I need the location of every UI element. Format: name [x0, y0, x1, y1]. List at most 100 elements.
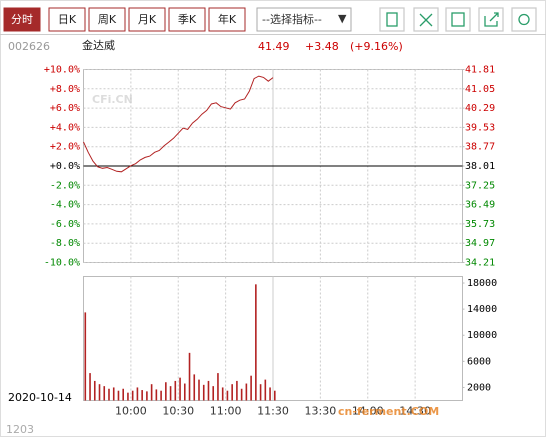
volume-bar	[183, 383, 186, 401]
indicator-dropdown[interactable]	[256, 7, 352, 32]
tab[interactable]	[3, 7, 41, 32]
tab[interactable]	[128, 7, 166, 32]
volume-bar	[264, 379, 267, 401]
volume-bar	[207, 380, 210, 401]
y-tick-label: 18000	[467, 278, 497, 289]
volume-bar	[221, 387, 224, 401]
volume-bar	[160, 390, 162, 401]
icon-button[interactable]	[478, 7, 504, 32]
volume-bar	[250, 375, 252, 401]
volume-bar	[108, 388, 110, 401]
watermark: CFi.CN	[92, 93, 133, 106]
y-tick-label: +0.0%	[50, 161, 80, 172]
y-tick-label: -2.0%	[50, 180, 80, 191]
x-tick-label: 11:00	[210, 405, 242, 418]
volume-bar	[155, 389, 158, 401]
icon-button[interactable]	[445, 7, 471, 32]
volume-bar	[122, 388, 124, 401]
volume-bar	[127, 392, 129, 401]
dropdown-arrow: ▼	[338, 12, 347, 25]
x-tick-label: 10:00	[115, 405, 147, 418]
volume-bar	[231, 384, 233, 401]
y-tick-label: 14000	[467, 304, 497, 315]
stock-percent: (+9.16%)	[350, 40, 403, 53]
date-label: 2020-10-14	[8, 391, 72, 404]
tab[interactable]	[48, 7, 86, 32]
y2-tick-label: 34.21	[465, 258, 495, 269]
footer-code: 1203	[6, 423, 34, 436]
y2-tick-label: 34.97	[465, 238, 495, 249]
volume-bar	[269, 387, 271, 401]
y2-tick-label: 35.73	[465, 219, 495, 230]
icon	[484, 12, 499, 27]
volume-bar	[93, 380, 96, 401]
x-tick-label: 14:30	[399, 405, 431, 418]
tab-label: 日K	[58, 13, 77, 26]
volume-bar	[103, 386, 106, 401]
icon-button[interactable]	[379, 7, 405, 32]
icon	[419, 13, 433, 27]
volume-bar	[141, 390, 143, 401]
volume-bar	[179, 377, 181, 401]
volume-bar	[193, 374, 196, 401]
y-tick-label: +10.0%	[44, 65, 80, 76]
volume-bar	[84, 312, 87, 401]
icon-button[interactable]	[413, 7, 439, 32]
x-tick-label: 13:30	[305, 405, 337, 418]
volume-bar	[274, 390, 276, 401]
y2-tick-label: 41.05	[465, 84, 495, 95]
y-tick-label: +4.0%	[50, 122, 80, 133]
volume-bar	[188, 352, 191, 401]
volume-bar	[174, 380, 177, 401]
y-tick-label: +6.0%	[50, 103, 80, 114]
y-tick-label: -6.0%	[50, 219, 80, 230]
volume-bar	[255, 284, 257, 401]
tab[interactable]	[168, 7, 206, 32]
price-line	[83, 75, 274, 173]
y2-tick-label: 37.25	[465, 180, 495, 191]
tab-label: 年K	[218, 12, 237, 26]
volume-bar	[89, 373, 91, 401]
volume-bar	[150, 384, 153, 401]
x-tick-label: 10:30	[162, 405, 194, 418]
tab[interactable]	[88, 7, 126, 32]
y-tick-label: +2.0%	[50, 142, 80, 153]
volume-bar	[131, 390, 134, 401]
volume-bar	[112, 387, 115, 401]
icon-button[interactable]	[511, 7, 537, 32]
icon	[451, 12, 465, 27]
tab[interactable]	[208, 7, 246, 32]
volume-bar	[202, 384, 205, 401]
volume-bar	[245, 383, 248, 401]
tab-label: 周K	[98, 13, 117, 26]
footer-watermark: cn-ferment.COM	[338, 405, 439, 418]
y-tick-label: 10000	[467, 330, 497, 341]
y2-tick-label: 36.49	[465, 200, 495, 211]
x-tick-label: 14:00	[352, 405, 384, 418]
stock-code: 002626	[8, 40, 50, 53]
volume-bar	[240, 388, 243, 401]
x-tick-label: 11:30	[257, 405, 289, 418]
dropdown-text: --选择指标--	[262, 12, 322, 26]
stock-change: +3.48	[305, 40, 339, 53]
volume-bar	[236, 380, 238, 401]
stock-name: 金达威	[82, 38, 115, 52]
volume-bar	[98, 384, 101, 401]
stock-price: 41.49	[258, 40, 290, 53]
y-tick-label: 6000	[467, 356, 491, 367]
volume-bar	[217, 373, 219, 401]
y2-tick-label: 41.81	[465, 65, 495, 76]
y2-tick-label: 38.77	[465, 142, 495, 153]
volume-bar	[117, 390, 120, 401]
volume-bar	[146, 391, 148, 401]
y-tick-label: -4.0%	[50, 200, 80, 211]
tab-label: 月K	[138, 13, 157, 26]
y2-tick-label: 39.53	[465, 122, 495, 133]
volume-bar	[198, 379, 200, 401]
y2-tick-label: 40.29	[465, 103, 495, 114]
volume-bar	[226, 390, 229, 401]
volume-bar	[212, 386, 215, 401]
volume-bar	[136, 387, 139, 401]
volume-bar	[165, 382, 167, 401]
